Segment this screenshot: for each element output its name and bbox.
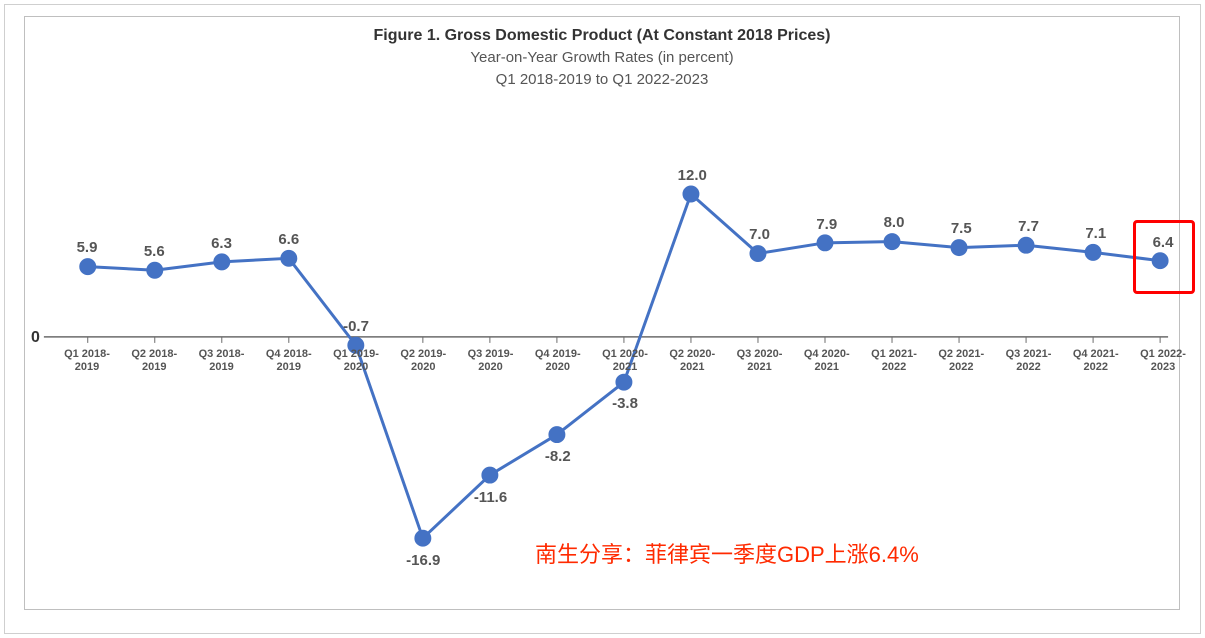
x-axis-label: Q2 2020-2021 [662, 348, 722, 374]
x-axis-label: Q4 2020-2021 [797, 348, 857, 374]
annotation-text: 南生分享：菲律宾一季度GDP上涨6.4% [535, 537, 919, 569]
data-label: -11.6 [474, 489, 507, 506]
highlight-box [1133, 220, 1195, 294]
data-label: 7.7 [1018, 218, 1039, 235]
data-label: 7.9 [816, 216, 837, 233]
y-zero-label: 0 [31, 329, 40, 347]
data-label: 5.6 [144, 243, 165, 260]
data-label: 6.6 [278, 231, 299, 248]
data-label: 6.3 [211, 235, 232, 252]
data-label: 5.9 [77, 239, 98, 256]
x-axis-label: Q2 2019-2020 [393, 348, 453, 374]
x-axis-label: Q2 2021-2022 [931, 348, 991, 374]
data-label: 7.0 [749, 226, 770, 243]
x-axis-label: Q3 2021-2022 [999, 348, 1059, 374]
data-label: 12.0 [678, 167, 707, 184]
x-axis-label: Q1 2019-2020 [326, 348, 386, 374]
data-label: 7.5 [951, 220, 972, 237]
x-axis-label: Q3 2018-2019 [192, 348, 252, 374]
data-label: -0.7 [343, 318, 369, 335]
x-axis-label: Q1 2022-2023 [1133, 348, 1193, 374]
data-label: -8.2 [545, 448, 571, 465]
x-axis-label: Q3 2019-2020 [461, 348, 521, 374]
data-label: -16.9 [406, 552, 440, 569]
x-axis-label: Q1 2020-2021 [595, 348, 655, 374]
x-axis-label: Q4 2019-2020 [528, 348, 588, 374]
x-axis-label: Q4 2021-2022 [1066, 348, 1126, 374]
x-axis-label: Q2 2018-2019 [124, 348, 184, 374]
data-label: 8.0 [884, 214, 905, 231]
x-axis-label: Q1 2018-2019 [57, 348, 117, 374]
chart-frame: Figure 1. Gross Domestic Product (At Con… [24, 16, 1180, 610]
x-axis-label: Q4 2018-2019 [259, 348, 319, 374]
data-label: 7.1 [1085, 225, 1106, 242]
x-axis-label: Q1 2021-2022 [864, 348, 924, 374]
x-axis-label: Q3 2020-2021 [730, 348, 790, 374]
line-chart [25, 17, 1179, 609]
data-label: -3.8 [612, 395, 638, 412]
